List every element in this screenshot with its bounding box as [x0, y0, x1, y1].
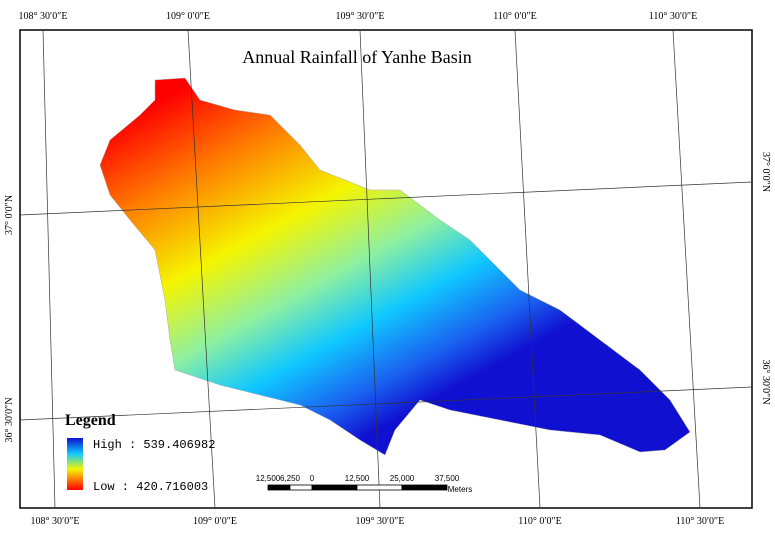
legend-low: Low : 420.716003	[93, 480, 208, 494]
graticule-label: 109° 0′0″E	[166, 11, 210, 22]
basin	[99, 77, 691, 456]
graticule-label: 109° 30′0″E	[336, 11, 385, 22]
scale-label: 0	[310, 474, 315, 483]
scale-unit: Meters	[448, 485, 472, 494]
scale-label: 6,250	[280, 474, 301, 483]
graticule-label: 36° 30′0″N	[760, 359, 771, 404]
graticule-label: 110° 30′0″E	[649, 11, 698, 22]
scale-label: 37,500	[435, 474, 460, 483]
scale-label: 25,000	[390, 474, 415, 483]
graticule-label: 37° 0′0″N	[4, 195, 15, 235]
scale-label: 12,500	[345, 474, 370, 483]
graticule-label: 37° 0′0″N	[760, 152, 771, 192]
graticule	[19, 29, 753, 509]
graticule-label: 110° 0′0″E	[493, 11, 537, 22]
graticule-label: 110° 0′0″E	[518, 516, 562, 527]
scale-bar	[267, 484, 448, 491]
graticule-label: 110° 30′0″E	[676, 516, 725, 527]
graticule-label: 109° 0′0″E	[193, 516, 237, 527]
legend-title: Legend	[65, 412, 116, 429]
legend-ramp	[67, 438, 83, 490]
graticule-label: 108° 30′0″E	[19, 11, 68, 22]
scale-label: 12,500	[256, 474, 281, 483]
graticule-label: 109° 30′0″E	[356, 516, 405, 527]
map-title: Annual Rainfall of Yanhe Basin	[242, 47, 471, 67]
graticule-label: 36° 30′0″N	[4, 397, 15, 442]
graticule-label: 108° 30′0″E	[31, 516, 80, 527]
legend-high: High : 539.406982	[93, 438, 215, 452]
